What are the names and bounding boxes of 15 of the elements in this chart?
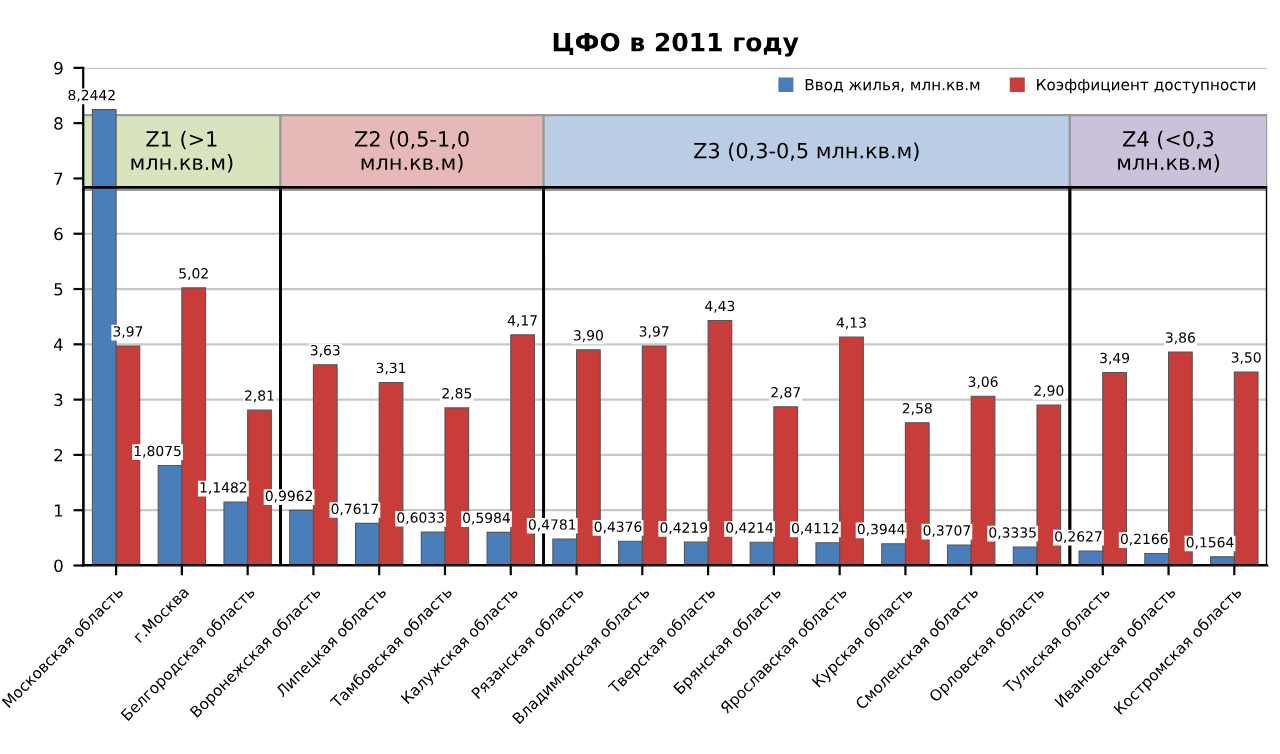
- band-label: Z4 (<0,3 млн.кв.м): [1118, 130, 1220, 173]
- y-tick-label: 9: [54, 61, 63, 75]
- band-label: Z1 (>1 млн.кв.м): [131, 130, 233, 173]
- y-tick-label: 6: [54, 227, 63, 241]
- band-label: Z3 (0,3-0,5 млн.кв.м): [694, 142, 919, 161]
- y-tick-label: 5: [54, 283, 63, 296]
- y-tick-label: 2: [54, 448, 63, 462]
- chart-title: ЦФО в 2011 году: [553, 32, 799, 57]
- y-tick-label: 3: [54, 393, 63, 407]
- y-tick-label: 1: [54, 504, 63, 517]
- y-tick-label: 0: [54, 559, 63, 573]
- y-tick-label: 8: [54, 117, 63, 130]
- y-tick-label: 7: [54, 172, 63, 185]
- band-label: Z2 (0,5-1,0 млн.кв.м): [355, 130, 469, 173]
- y-tick-label: 4: [53, 338, 63, 351]
